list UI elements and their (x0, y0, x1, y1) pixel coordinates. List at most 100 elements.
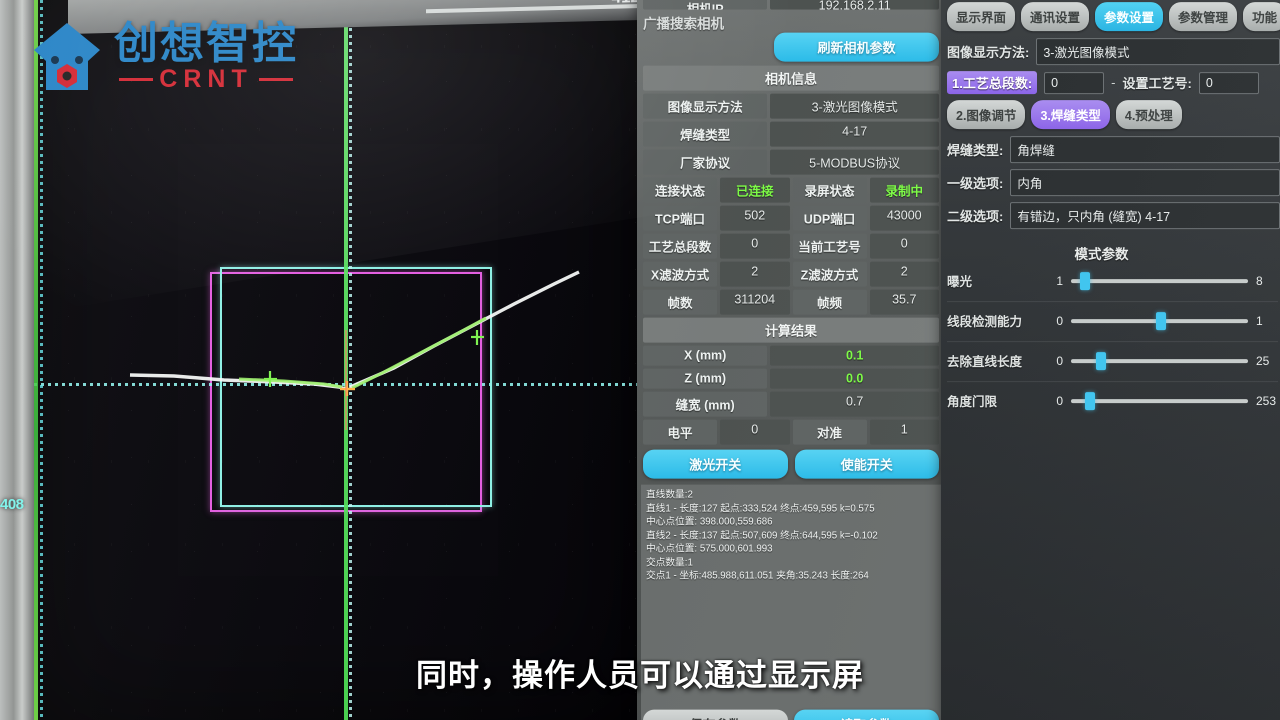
logo-rule-left (119, 77, 154, 81)
subtab-preprocess[interactable]: 4.预处理 (1115, 100, 1182, 130)
slider-thumb[interactable] (1155, 311, 1166, 330)
weld-type-value[interactable]: 角焊缝 (1010, 136, 1280, 164)
weld-type-field: 焊缝类型: 角焊缝 (947, 136, 1280, 164)
slider-thumb[interactable] (1079, 271, 1090, 290)
info-value: 3-激光图像模式 (770, 93, 939, 119)
slider-max-value: 253 (1256, 393, 1277, 408)
info-value: 2 (720, 261, 790, 287)
result-row: X (mm) 0.1 (643, 345, 939, 366)
log-line: 直线1 - 长度:127 起点:333,524 终点:459,595 k=0.5… (646, 503, 875, 515)
info-value: 35.7 (869, 289, 939, 315)
divider (947, 341, 1278, 343)
video-subtitle: 同时，操作人员可以通过显示屏 (416, 658, 864, 693)
tab-parameter-settings[interactable]: 参数设置 (1095, 2, 1164, 32)
field-separator: - (1111, 75, 1116, 91)
info-value: 已连接 (720, 177, 790, 203)
weld-type-label: 焊缝类型: (947, 143, 1004, 159)
info-pair-row: 连接状态 已连接 录屏状态 录制中 (643, 177, 939, 203)
brand-logo: 创想智控 CRNT (30, 18, 298, 96)
slider-row-remove-line-length: 去除直线长度 0 25 (947, 351, 1280, 370)
result-row: 缝宽 (mm) 0.7 (643, 391, 939, 417)
refresh-camera-params-button[interactable]: 刷新相机参数 (774, 32, 939, 62)
secondary-option-field: 二级选项: 有错边，只内角 (缝宽) 4-17 (947, 202, 1280, 230)
panel-bottom-buttons: 保存参数 读取参数 (643, 709, 939, 720)
log-line: 直线数量:2 (646, 489, 693, 501)
info-label: 连接状态 (643, 177, 717, 203)
camera-info-panel: 相机IP 192.168.2.11 广播搜索相机 刷新相机参数 相机信息 图像显… (637, 0, 945, 720)
slider-max-value: 25 (1256, 353, 1270, 368)
info-label: Z滤波方式 (792, 261, 867, 287)
image-display-mode-value[interactable]: 3-激光图像模式 (1036, 38, 1280, 66)
secondary-option-value[interactable]: 有错边，只内角 (缝宽) 4-17 (1010, 202, 1280, 230)
camera-info-header: 相机信息 (643, 65, 939, 91)
info-label: 当前工艺号 (792, 233, 867, 259)
slider-row-segment-detection: 线段检测能力 0 1 (947, 311, 1280, 330)
slider-thumb[interactable] (1095, 351, 1106, 370)
log-line: 交点数量:1 (646, 557, 693, 569)
result-row: Z (mm) 0.0 (643, 368, 939, 389)
info-label: 帧频 (792, 289, 867, 315)
slider-thumb[interactable] (1085, 391, 1096, 410)
info-pair-row: TCP端口 502 UDP端口 43000 (643, 205, 939, 231)
slider-min-value: 0 (1056, 353, 1063, 368)
roi-rect-cyan (220, 267, 492, 507)
log-line: 中心点位置: 575.000,601.993 (646, 543, 773, 555)
house-arrow-hex-logo-icon (30, 20, 104, 94)
total-segments-field: 1.工艺总段数: 0 - 设置工艺号: 0 (947, 71, 1280, 95)
info-pair-row: 工艺总段数 0 当前工艺号 0 (643, 233, 939, 259)
info-value: 0 (720, 233, 790, 259)
info-label: 图像显示方法 (643, 93, 768, 119)
info-value: 0 (869, 233, 939, 259)
result-value: 1 (869, 419, 939, 445)
enable-switch-button[interactable]: 使能开关 (794, 449, 939, 479)
laser-switch-button[interactable]: 激光开关 (643, 449, 788, 479)
slider-label: 线段检测能力 (947, 315, 1023, 330)
result-label: 缝宽 (mm) (643, 391, 768, 417)
slider-row-angle-threshold: 角度门限 0 253 (947, 391, 1280, 410)
laser-profile-view[interactable]: 412 (34, 0, 642, 720)
save-params-button[interactable]: 保存参数 (643, 709, 788, 720)
set-process-no-input[interactable]: 0 (1198, 71, 1259, 94)
tab-parameter-management[interactable]: 参数管理 (1169, 2, 1238, 32)
angle-threshold-slider[interactable] (1071, 391, 1248, 410)
info-label: 厂家协议 (643, 149, 768, 175)
camera-ip-label: 相机IP (643, 0, 768, 10)
total-segments-input[interactable]: 0 (1044, 71, 1105, 94)
secondary-option-label: 二级选项: (947, 209, 1004, 225)
subtab-image-adjust[interactable]: 2.图像调节 (947, 100, 1026, 130)
slider-min-value: 0 (1056, 313, 1063, 328)
primary-option-field: 一级选项: 内角 (947, 169, 1280, 197)
left-bezel-strip: 408 (0, 0, 34, 720)
result-value: 0 (720, 419, 790, 445)
read-params-button[interactable]: 读取参数 (794, 709, 939, 720)
info-value: 2 (869, 261, 939, 287)
mode-params-header: 模式参数 (1074, 247, 1129, 263)
subtab-weld-type[interactable]: 3.焊缝类型 (1031, 100, 1110, 130)
result-value: 0.0 (770, 368, 939, 389)
info-value: 43000 (869, 205, 939, 231)
info-value: 录制中 (869, 177, 939, 203)
remove-line-length-slider[interactable] (1071, 351, 1248, 370)
tab-comm-settings[interactable]: 通讯设置 (1021, 2, 1090, 32)
primary-option-label: 一级选项: (947, 176, 1004, 192)
tab-functions[interactable]: 功能 (1243, 2, 1280, 32)
info-label: 录屏状态 (792, 177, 867, 203)
divider (947, 301, 1278, 303)
segment-detection-slider[interactable] (1071, 311, 1248, 330)
divider (947, 381, 1278, 383)
logo-text-en: CRNT (159, 64, 253, 93)
slider-label: 角度门限 (947, 395, 998, 410)
info-row: 厂家协议 5-MODBUS协议 (643, 149, 939, 175)
parameter-settings-panel: 显示界面 通讯设置 参数设置 参数管理 功能 图像显示方法: 3-激光图像模式 … (941, 0, 1280, 720)
sensor-noise (34, 0, 642, 720)
result-label: 对准 (792, 419, 867, 445)
result-label: 电平 (643, 419, 717, 445)
tab-display-interface[interactable]: 显示界面 (947, 2, 1016, 32)
camera-ip-row: 相机IP 192.168.2.11 (643, 0, 939, 10)
slider-label: 曝光 (947, 275, 973, 290)
laser-profile-trace (129, 270, 580, 430)
exposure-slider[interactable] (1071, 271, 1248, 290)
primary-option-value[interactable]: 内角 (1010, 169, 1280, 197)
result-label: Z (mm) (643, 368, 768, 389)
info-label: TCP端口 (643, 205, 717, 231)
